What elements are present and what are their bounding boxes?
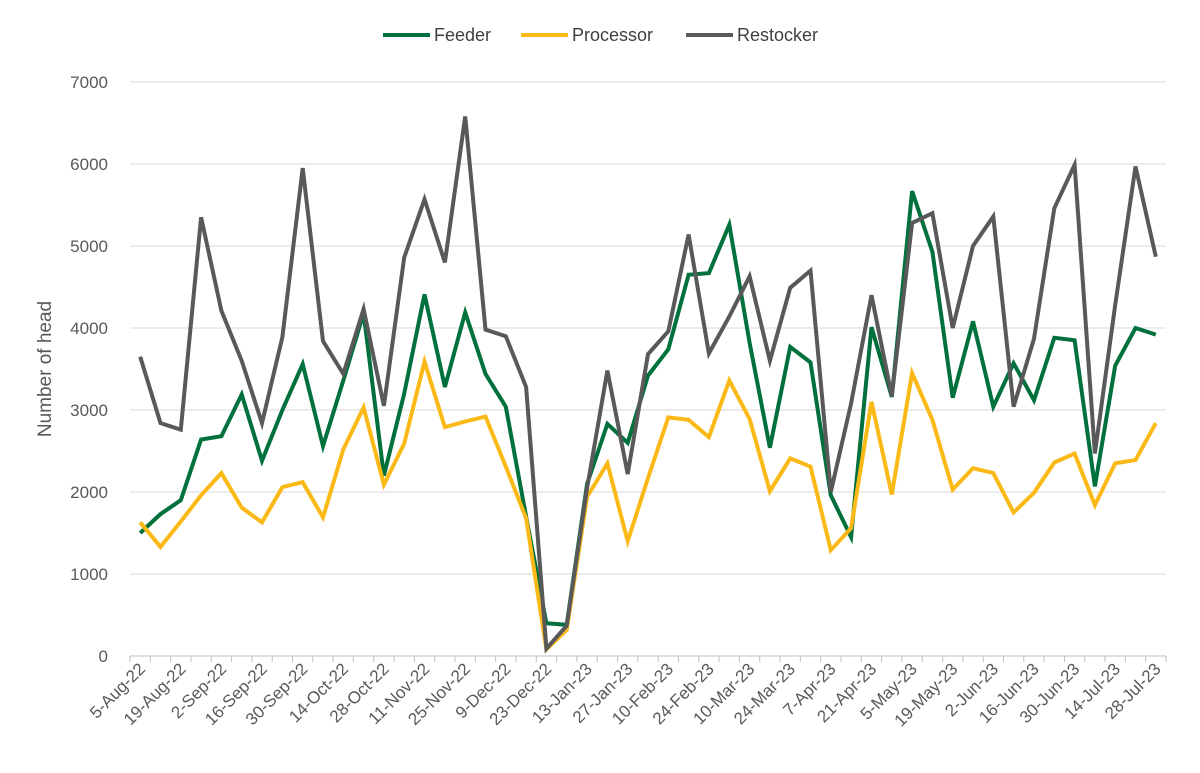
y-tick-label: 5000 [70,237,108,256]
gridlines [130,81,1166,575]
y-tick-label: 0 [99,647,108,666]
y-axis-title: Number of head [35,301,56,437]
y-tick-label: 1000 [70,565,108,584]
y-tick-label: 7000 [70,73,108,92]
series-line-feeder [138,190,1157,627]
legend-label-processor: Processor [572,25,653,45]
legend-label-restocker: Restocker [737,25,818,45]
y-tick-label: 6000 [70,155,108,174]
y-tick-label: 2000 [70,483,108,502]
series-line-processor [138,354,1158,654]
axes: 010002000300040005000600070005-Aug-2219-… [70,73,1167,730]
legend: Feeder Processor Restocker [383,25,818,45]
legend-label-feeder: Feeder [434,25,491,45]
series-line-restocker [138,116,1158,654]
series-lines [138,116,1158,654]
y-tick-label: 3000 [70,401,108,420]
y-tick-label: 4000 [70,319,108,338]
